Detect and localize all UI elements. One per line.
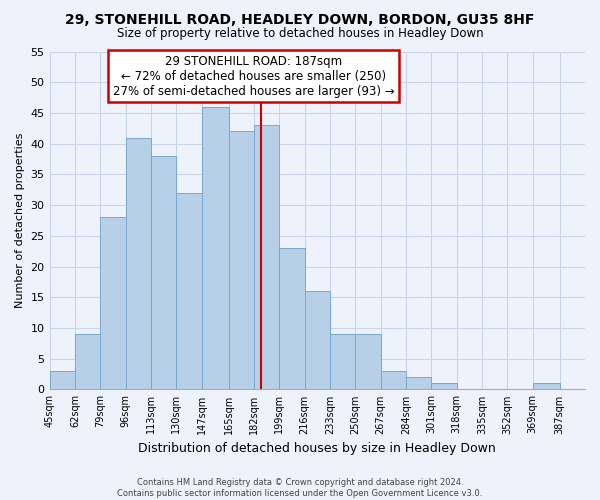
Bar: [406, 377, 431, 390]
Bar: [431, 384, 457, 390]
Bar: [330, 334, 355, 390]
Text: 29, STONEHILL ROAD, HEADLEY DOWN, BORDON, GU35 8HF: 29, STONEHILL ROAD, HEADLEY DOWN, BORDON…: [65, 12, 535, 26]
Bar: [176, 193, 202, 390]
Text: 29 STONEHILL ROAD: 187sqm
← 72% of detached houses are smaller (250)
27% of semi: 29 STONEHILL ROAD: 187sqm ← 72% of detac…: [113, 54, 395, 98]
Bar: [305, 291, 330, 390]
Bar: [380, 371, 406, 390]
Bar: [202, 107, 229, 390]
Bar: [533, 384, 560, 390]
Bar: [355, 334, 380, 390]
Y-axis label: Number of detached properties: Number of detached properties: [15, 133, 25, 308]
Bar: [279, 248, 305, 390]
Bar: [254, 125, 279, 390]
Bar: [75, 334, 100, 390]
Bar: [100, 218, 125, 390]
Bar: [125, 138, 151, 390]
Text: Size of property relative to detached houses in Headley Down: Size of property relative to detached ho…: [116, 28, 484, 40]
Bar: [229, 132, 254, 390]
Bar: [151, 156, 176, 390]
X-axis label: Distribution of detached houses by size in Headley Down: Distribution of detached houses by size …: [139, 442, 496, 455]
Bar: [50, 371, 75, 390]
Text: Contains HM Land Registry data © Crown copyright and database right 2024.
Contai: Contains HM Land Registry data © Crown c…: [118, 478, 482, 498]
